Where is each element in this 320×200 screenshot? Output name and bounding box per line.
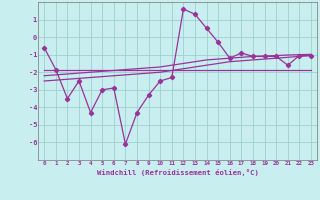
X-axis label: Windchill (Refroidissement éolien,°C): Windchill (Refroidissement éolien,°C) [97, 169, 259, 176]
